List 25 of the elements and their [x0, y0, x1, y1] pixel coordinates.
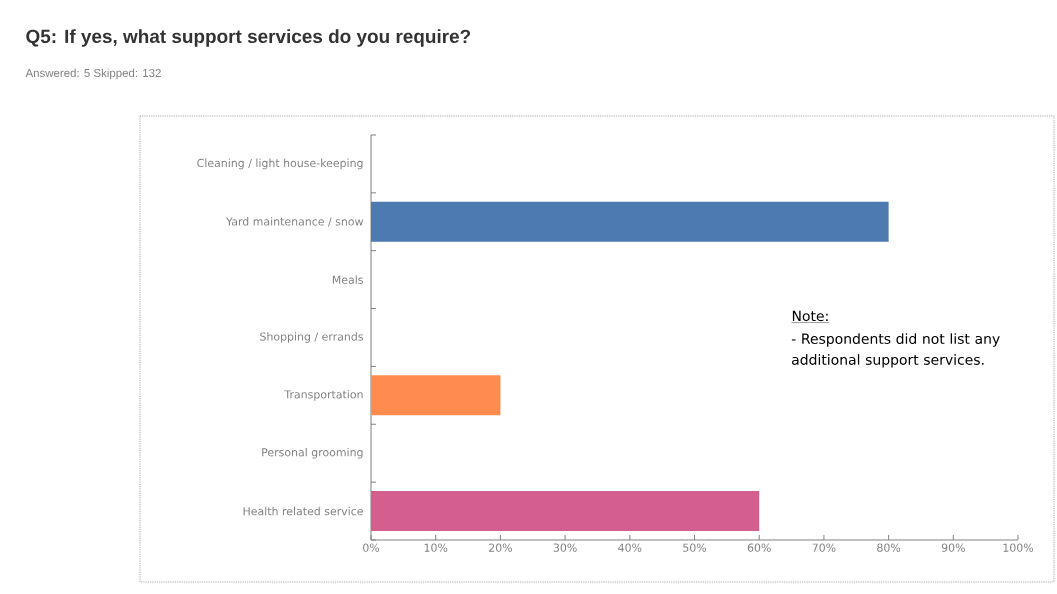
- y-tick-label: Transportation: [284, 390, 363, 401]
- text: Answered: 5 Skipped: 132: [25, 68, 161, 80]
- x-tick-label: 50%: [683, 543, 707, 552]
- y-tick-label: Yard maintenance / snow: [226, 217, 364, 227]
- chart-title: Q5: If yes, what support services do you require?: [26, 29, 471, 47]
- x-tick-label: 40%: [618, 543, 642, 552]
- y-tick-label: Health related service: [243, 506, 363, 516]
- x-tick-label: 20%: [489, 543, 512, 552]
- x-tick-label: 70%: [812, 543, 836, 552]
- y-tick-label: Personal grooming: [262, 447, 363, 459]
- y-tick-label: Meals: [332, 275, 363, 284]
- x-tick-label: 60%: [747, 543, 771, 552]
- y-tick-label: Cleaning / light house-keeping: [197, 158, 363, 170]
- x-tick-label: 10%: [424, 543, 448, 552]
- annotation: Note:: [792, 310, 828, 322]
- x-tick-label: 30%: [553, 543, 577, 552]
- annotation: - Respondents did not list any additional support services.: [791, 333, 1000, 368]
- bar: [371, 491, 760, 532]
- y-tick-label: Shopping / errands: [260, 332, 363, 343]
- bar: [371, 201, 889, 242]
- x-tick-label: 90%: [941, 543, 965, 552]
- x-tick-label: 0%: [363, 543, 380, 552]
- x-tick-label: 100%: [1003, 543, 1034, 552]
- bar: [371, 375, 501, 416]
- x-tick-label: 80%: [877, 543, 901, 552]
